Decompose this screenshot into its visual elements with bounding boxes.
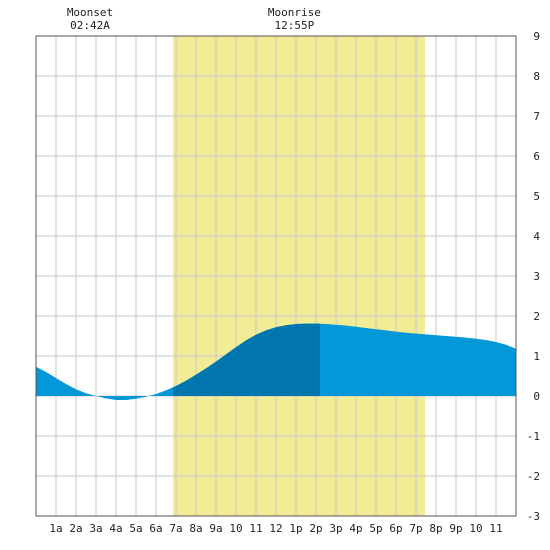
x-tick-label: 3a <box>89 522 102 535</box>
x-tick-label: 1a <box>49 522 62 535</box>
x-tick-label: 2a <box>69 522 82 535</box>
plot-frame <box>35 35 517 517</box>
y-tick-label: 8 <box>533 70 540 83</box>
y-tick-label: -3 <box>527 510 540 523</box>
x-tick-label: 7p <box>409 522 422 535</box>
x-tick-label: 11 <box>249 522 262 535</box>
y-tick-label: 1 <box>533 350 540 363</box>
moon-event-time: 12:55P <box>274 19 314 32</box>
y-tick-label: -1 <box>527 430 540 443</box>
tide-area-highlight <box>173 323 320 396</box>
y-tick-label: 6 <box>533 150 540 163</box>
y-tick-label: 3 <box>533 270 540 283</box>
y-tick-label: 4 <box>533 230 540 243</box>
x-tick-label: 4a <box>109 522 122 535</box>
x-tick-label: 3p <box>329 522 342 535</box>
x-tick-label: 10 <box>229 522 242 535</box>
x-tick-label: 6p <box>389 522 402 535</box>
x-tick-label: 9a <box>209 522 222 535</box>
x-tick-label: 5p <box>369 522 382 535</box>
x-tick-label: 1p <box>289 522 302 535</box>
x-tick-label: 6a <box>149 522 162 535</box>
moon-event-time: 02:42A <box>70 19 110 32</box>
y-tick-label: 5 <box>533 190 540 203</box>
x-tick-label: 10 <box>469 522 482 535</box>
x-tick-label: 2p <box>309 522 322 535</box>
x-tick-label: 5a <box>129 522 142 535</box>
moon-event-title: Moonrise <box>268 6 321 19</box>
x-tick-label: 12 <box>269 522 282 535</box>
y-tick-label: -2 <box>527 470 540 483</box>
x-tick-label: 11 <box>489 522 502 535</box>
y-tick-label: 2 <box>533 310 540 323</box>
x-tick-label: 8a <box>189 522 202 535</box>
x-tick-label: 7a <box>169 522 182 535</box>
moon-event-title: Moonset <box>67 6 113 19</box>
y-tick-label: 0 <box>533 390 540 403</box>
x-tick-label: 4p <box>349 522 362 535</box>
y-tick-label: 7 <box>533 110 540 123</box>
x-tick-label: 9p <box>449 522 462 535</box>
x-tick-label: 8p <box>429 522 442 535</box>
y-tick-label: 9 <box>533 30 540 43</box>
